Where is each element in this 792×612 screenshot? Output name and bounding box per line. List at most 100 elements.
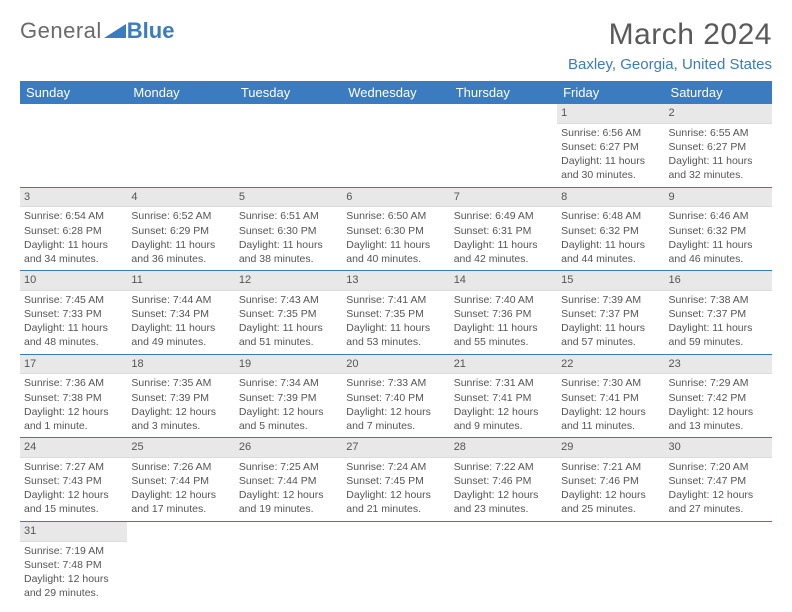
sunset-text: Sunset: 7:37 PM — [561, 307, 660, 321]
daylight-text: Daylight: 12 hours and 21 minutes. — [346, 488, 445, 516]
sunset-text: Sunset: 7:41 PM — [454, 391, 553, 405]
day-number: 1 — [557, 104, 664, 124]
sunrise-text: Sunrise: 7:19 AM — [24, 544, 123, 558]
calendar-cell — [20, 104, 127, 187]
day-content: Sunrise: 7:35 AMSunset: 7:39 PMDaylight:… — [127, 374, 234, 437]
day-content: Sunrise: 6:50 AMSunset: 6:30 PMDaylight:… — [342, 207, 449, 270]
calendar-cell: 8Sunrise: 6:48 AMSunset: 6:32 PMDaylight… — [557, 187, 664, 271]
calendar-cell: 7Sunrise: 6:49 AMSunset: 6:31 PMDaylight… — [450, 187, 557, 271]
sunrise-text: Sunrise: 7:29 AM — [669, 376, 768, 390]
calendar-cell: 16Sunrise: 7:38 AMSunset: 7:37 PMDayligh… — [665, 271, 772, 355]
day-header: Wednesday — [342, 81, 449, 104]
daylight-text: Daylight: 12 hours and 7 minutes. — [346, 405, 445, 433]
sunrise-text: Sunrise: 6:50 AM — [346, 209, 445, 223]
calendar-cell: 14Sunrise: 7:40 AMSunset: 7:36 PMDayligh… — [450, 271, 557, 355]
daylight-text: Daylight: 11 hours and 40 minutes. — [346, 238, 445, 266]
calendar-cell: 29Sunrise: 7:21 AMSunset: 7:46 PMDayligh… — [557, 438, 664, 522]
location-text: Baxley, Georgia, United States — [568, 56, 772, 73]
day-number: 29 — [557, 438, 664, 458]
day-number: 6 — [342, 188, 449, 208]
sunrise-text: Sunrise: 6:49 AM — [454, 209, 553, 223]
sunset-text: Sunset: 6:28 PM — [24, 224, 123, 238]
day-number: 2 — [665, 104, 772, 124]
sunset-text: Sunset: 6:27 PM — [669, 140, 768, 154]
day-number: 5 — [235, 188, 342, 208]
day-number: 24 — [20, 438, 127, 458]
day-content: Sunrise: 7:29 AMSunset: 7:42 PMDaylight:… — [665, 374, 772, 437]
calendar-cell: 28Sunrise: 7:22 AMSunset: 7:46 PMDayligh… — [450, 438, 557, 522]
day-content: Sunrise: 7:31 AMSunset: 7:41 PMDaylight:… — [450, 374, 557, 437]
sunrise-text: Sunrise: 7:24 AM — [346, 460, 445, 474]
calendar-cell: 19Sunrise: 7:34 AMSunset: 7:39 PMDayligh… — [235, 354, 342, 438]
daylight-text: Daylight: 11 hours and 38 minutes. — [239, 238, 338, 266]
day-content: Sunrise: 6:55 AMSunset: 6:27 PMDaylight:… — [665, 124, 772, 187]
daylight-text: Daylight: 11 hours and 55 minutes. — [454, 321, 553, 349]
calendar-week: 1Sunrise: 6:56 AMSunset: 6:27 PMDaylight… — [20, 104, 772, 187]
calendar-cell: 13Sunrise: 7:41 AMSunset: 7:35 PMDayligh… — [342, 271, 449, 355]
sunset-text: Sunset: 6:32 PM — [561, 224, 660, 238]
calendar-cell: 2Sunrise: 6:55 AMSunset: 6:27 PMDaylight… — [665, 104, 772, 187]
daylight-text: Daylight: 11 hours and 32 minutes. — [669, 154, 768, 182]
day-content: Sunrise: 7:19 AMSunset: 7:48 PMDaylight:… — [20, 542, 127, 605]
daylight-text: Daylight: 12 hours and 1 minute. — [24, 405, 123, 433]
calendar-week: 10Sunrise: 7:45 AMSunset: 7:33 PMDayligh… — [20, 271, 772, 355]
day-number: 25 — [127, 438, 234, 458]
daylight-text: Daylight: 12 hours and 25 minutes. — [561, 488, 660, 516]
sunset-text: Sunset: 7:45 PM — [346, 474, 445, 488]
calendar-week: 31Sunrise: 7:19 AMSunset: 7:48 PMDayligh… — [20, 521, 772, 604]
day-content: Sunrise: 6:56 AMSunset: 6:27 PMDaylight:… — [557, 124, 664, 187]
sunrise-text: Sunrise: 6:56 AM — [561, 126, 660, 140]
calendar-cell: 12Sunrise: 7:43 AMSunset: 7:35 PMDayligh… — [235, 271, 342, 355]
day-number: 4 — [127, 188, 234, 208]
daylight-text: Daylight: 11 hours and 57 minutes. — [561, 321, 660, 349]
calendar-cell — [235, 521, 342, 604]
calendar-cell: 11Sunrise: 7:44 AMSunset: 7:34 PMDayligh… — [127, 271, 234, 355]
daylight-text: Daylight: 11 hours and 49 minutes. — [131, 321, 230, 349]
brand-general: General — [20, 18, 102, 44]
daylight-text: Daylight: 11 hours and 48 minutes. — [24, 321, 123, 349]
month-title: March 2024 — [568, 18, 772, 52]
day-number: 19 — [235, 355, 342, 375]
day-content: Sunrise: 7:39 AMSunset: 7:37 PMDaylight:… — [557, 291, 664, 354]
sunrise-text: Sunrise: 6:52 AM — [131, 209, 230, 223]
day-number: 27 — [342, 438, 449, 458]
calendar-cell — [235, 104, 342, 187]
daylight-text: Daylight: 12 hours and 5 minutes. — [239, 405, 338, 433]
day-content: Sunrise: 7:41 AMSunset: 7:35 PMDaylight:… — [342, 291, 449, 354]
sunrise-text: Sunrise: 6:55 AM — [669, 126, 768, 140]
sunrise-text: Sunrise: 7:39 AM — [561, 293, 660, 307]
sunset-text: Sunset: 7:47 PM — [669, 474, 768, 488]
sunrise-text: Sunrise: 7:22 AM — [454, 460, 553, 474]
calendar-cell — [450, 521, 557, 604]
sunset-text: Sunset: 7:36 PM — [454, 307, 553, 321]
calendar-cell: 9Sunrise: 6:46 AMSunset: 6:32 PMDaylight… — [665, 187, 772, 271]
calendar-table: Sunday Monday Tuesday Wednesday Thursday… — [20, 81, 772, 604]
day-number: 9 — [665, 188, 772, 208]
sunset-text: Sunset: 6:30 PM — [346, 224, 445, 238]
day-number: 23 — [665, 355, 772, 375]
sunset-text: Sunset: 7:48 PM — [24, 558, 123, 572]
sunset-text: Sunset: 6:31 PM — [454, 224, 553, 238]
sunset-text: Sunset: 7:39 PM — [239, 391, 338, 405]
day-number: 21 — [450, 355, 557, 375]
calendar-cell: 20Sunrise: 7:33 AMSunset: 7:40 PMDayligh… — [342, 354, 449, 438]
sunrise-text: Sunrise: 7:33 AM — [346, 376, 445, 390]
sunrise-text: Sunrise: 7:27 AM — [24, 460, 123, 474]
title-block: March 2024 Baxley, Georgia, United State… — [568, 18, 772, 73]
sunset-text: Sunset: 7:43 PM — [24, 474, 123, 488]
daylight-text: Daylight: 11 hours and 59 minutes. — [669, 321, 768, 349]
sunrise-text: Sunrise: 7:43 AM — [239, 293, 338, 307]
day-header: Saturday — [665, 81, 772, 104]
day-content: Sunrise: 6:49 AMSunset: 6:31 PMDaylight:… — [450, 207, 557, 270]
sunrise-text: Sunrise: 7:36 AM — [24, 376, 123, 390]
day-number: 10 — [20, 271, 127, 291]
day-content: Sunrise: 7:38 AMSunset: 7:37 PMDaylight:… — [665, 291, 772, 354]
sunrise-text: Sunrise: 7:38 AM — [669, 293, 768, 307]
day-content: Sunrise: 7:27 AMSunset: 7:43 PMDaylight:… — [20, 458, 127, 521]
calendar-cell — [342, 521, 449, 604]
day-content: Sunrise: 7:40 AMSunset: 7:36 PMDaylight:… — [450, 291, 557, 354]
calendar-body: 1Sunrise: 6:56 AMSunset: 6:27 PMDaylight… — [20, 104, 772, 604]
sunrise-text: Sunrise: 7:30 AM — [561, 376, 660, 390]
daylight-text: Daylight: 12 hours and 23 minutes. — [454, 488, 553, 516]
daylight-text: Daylight: 12 hours and 3 minutes. — [131, 405, 230, 433]
